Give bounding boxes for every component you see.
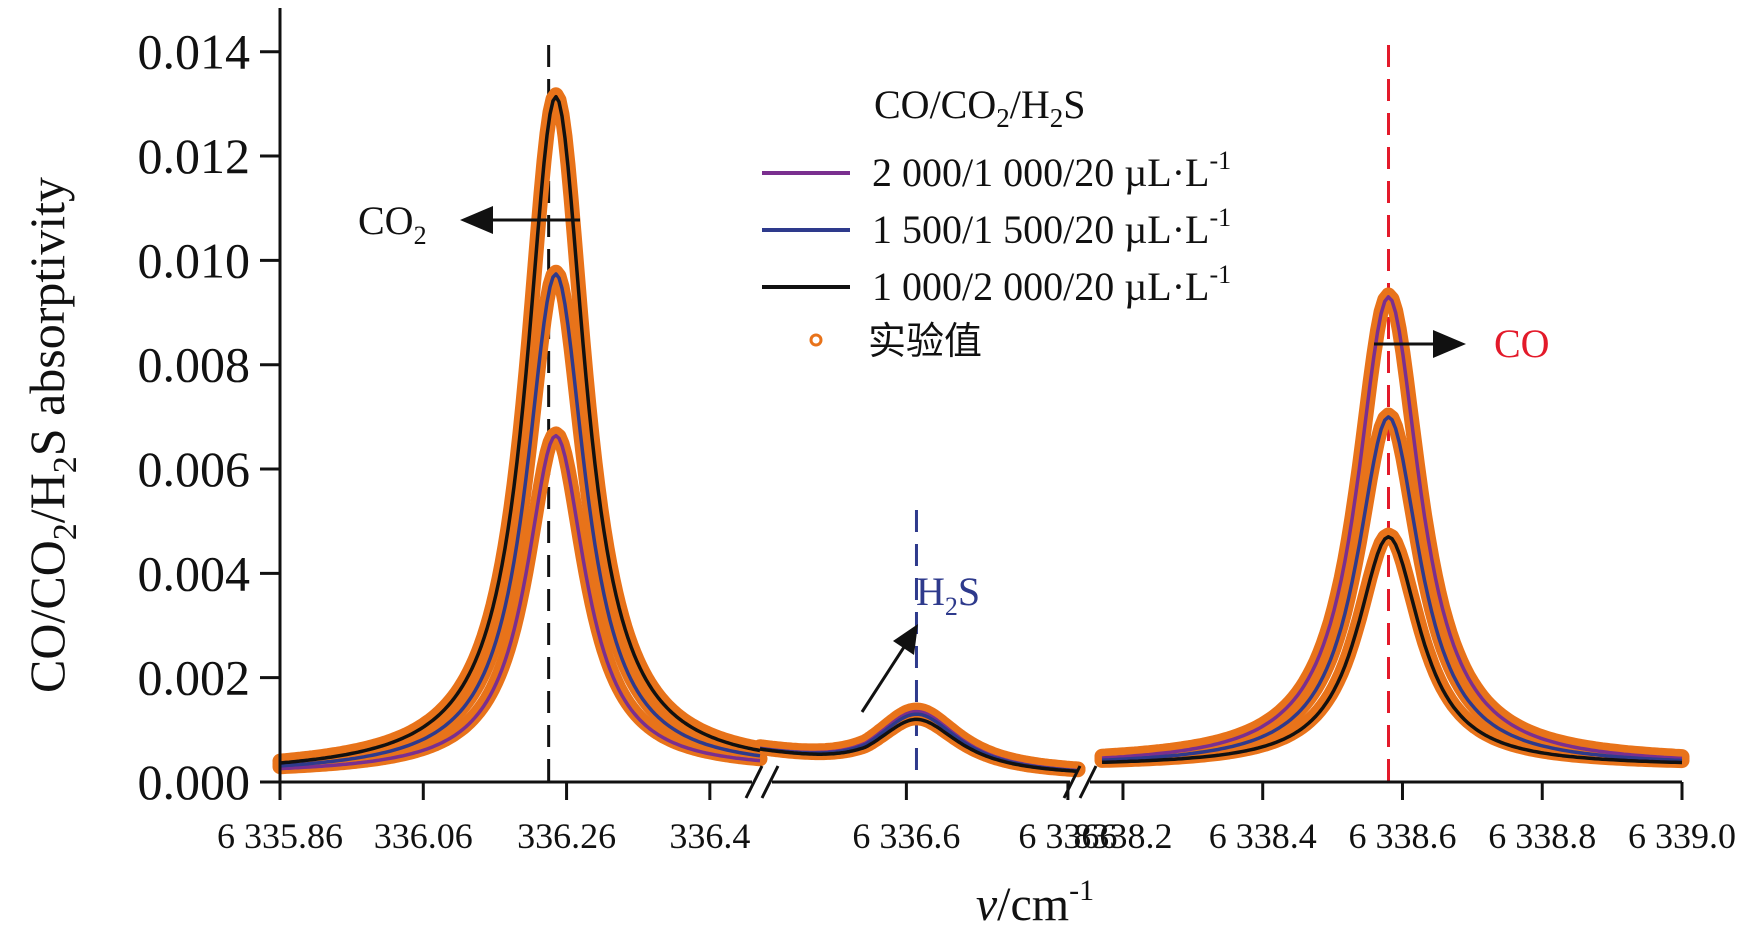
annotation-h2s-arrow (860, 643, 908, 713)
fitted-curve-s3-p1 (279, 94, 761, 765)
y-tick-label-3: 0.006 (138, 441, 251, 497)
y-axis-label: CO/CO2/H2S absorptivity (19, 177, 84, 693)
annotation-h2s-label: H2S (916, 569, 980, 621)
legend-title: CO/CO2/H2S (874, 82, 1086, 133)
y-tick-label-7: 0.014 (138, 24, 251, 80)
axis-break-mark-1a (744, 765, 764, 799)
axis-break-mark-2b (1078, 765, 1098, 799)
x-tick-label-p1-2: 336.26 (517, 816, 616, 856)
y-tick-label-1: 0.002 (138, 650, 251, 706)
x-tick-label-p2-1: 6 3366 (1018, 816, 1117, 856)
annotation-co-arrowhead (1433, 330, 1466, 358)
annotations: CO2 H2S CO (358, 198, 1550, 713)
x-tick-label-p1-3: 336.4 (669, 816, 750, 856)
y-tick-label-2: 0.004 (138, 545, 251, 601)
y-tick-label-0: 0.000 (138, 754, 251, 810)
fitted-curve-s1-p3 (1101, 295, 1683, 761)
legend-label-series-1: 2 000/1 000/20 µL·L-1 (872, 146, 1231, 195)
axes: 0.000 0.002 0.004 0.006 0.008 0.010 0.012 0.014… (138, 8, 1736, 856)
annotation-co-label: CO (1494, 321, 1550, 366)
axis-break-mark-1b (760, 765, 780, 799)
fitted-curve-s2-p3 (1101, 415, 1683, 763)
x-tick-label-p3-3: 6 338.8 (1488, 816, 1596, 856)
experimental-band-s3-p3 (1094, 527, 1690, 769)
annotation-co2-label: CO2 (358, 198, 427, 250)
experimental-band-s2-p3 (1094, 407, 1690, 767)
annotation-h2s-arrowhead (893, 624, 918, 655)
y-tick-label-5: 0.010 (138, 232, 251, 288)
x-axis-label: v/cm-1 (976, 874, 1094, 931)
x-tick-label-p3-1: 6 338.4 (1209, 816, 1317, 856)
annotation-co2-arrowhead (460, 206, 493, 234)
y-tick-label-4: 0.008 (138, 337, 251, 393)
x-tick-label-p3-4: 6 339.0 (1628, 816, 1736, 856)
fitted-curve-s3-p3 (1101, 535, 1683, 765)
fitted-curves (279, 94, 1683, 774)
x-tick-label-p3-2: 6 338.6 (1348, 816, 1456, 856)
legend-marker-experimental (809, 333, 823, 347)
y-tick-label-6: 0.012 (138, 128, 251, 184)
x-tick-label-p1-1: 336.06 (374, 816, 473, 856)
experimental-band-s1-p3 (1094, 287, 1690, 765)
x-tick-label-p3-0: 8338.2 (1073, 816, 1172, 856)
legend-label-experimental: 实验值 (868, 319, 982, 363)
legend-label-series-2: 1 500/1 500/20 µL·L-1 (872, 203, 1231, 252)
legend: CO/CO2/H2S 2 000/1 000/20 µL·L-1 1 500/1… (762, 82, 1231, 363)
x-tick-label-p2-0: 6 336.6 (852, 816, 960, 856)
experimental-points (272, 87, 1690, 778)
fitted-curve-s1-p1 (279, 433, 761, 771)
legend-label-series-3: 1 000/2 000/20 µL·L-1 (872, 260, 1231, 309)
fitted-curve-s2-p1 (279, 272, 761, 768)
x-tick-label-p1-0: 6 335.86 (217, 816, 343, 856)
fitted-curve-s3-p2 (759, 717, 1079, 774)
